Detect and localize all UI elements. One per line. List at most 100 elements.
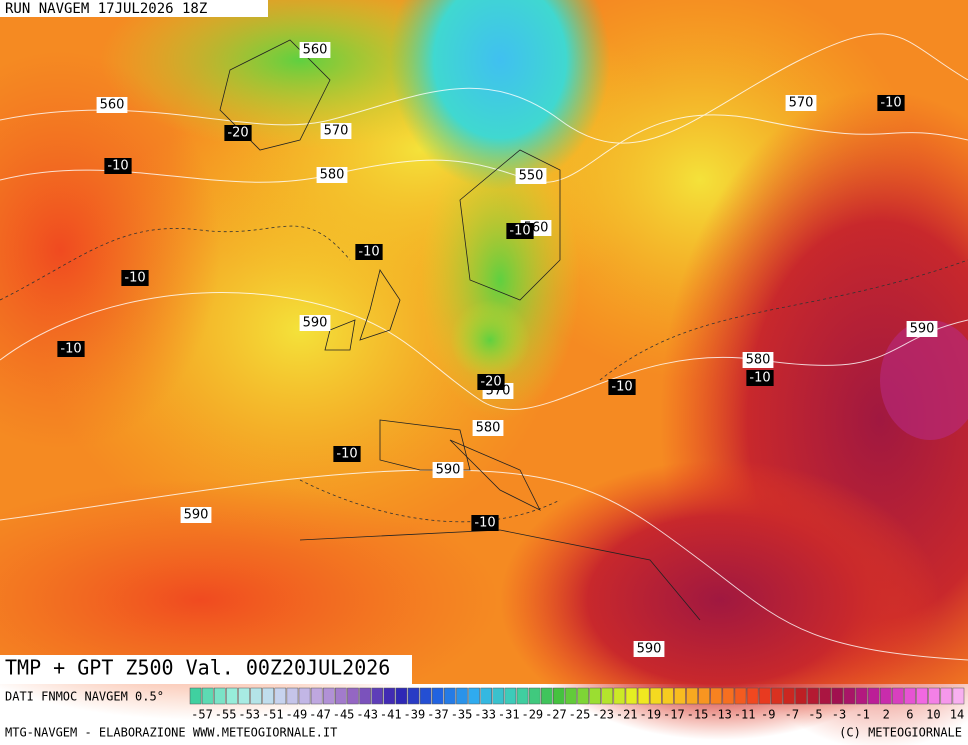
colorbar-label: -55 — [215, 708, 237, 722]
gpt-label: 580 — [476, 421, 501, 436]
colorbar-swatch — [395, 687, 408, 705]
title-box — [0, 655, 412, 684]
colorbar-swatch — [916, 687, 928, 705]
colorbar-swatch — [250, 687, 262, 705]
colorbar-swatch — [286, 687, 299, 705]
colorbar-swatch — [213, 687, 226, 705]
colorbar-swatch — [565, 687, 577, 705]
colorbar-swatch — [928, 687, 941, 705]
colorbar-label: -43 — [356, 708, 378, 722]
tmp-label-box — [104, 158, 132, 174]
colorbar-label: -17 — [663, 708, 685, 722]
colorbar-label: -9 — [761, 708, 775, 722]
colorbar-swatch — [431, 687, 444, 705]
gpt-label: 560 — [303, 43, 328, 58]
colorbar-swatch — [407, 687, 420, 705]
colorbar-swatch — [843, 687, 856, 705]
colorbar-swatch — [589, 687, 601, 705]
gpt-label: 570 — [789, 96, 814, 111]
colorbar-swatch — [698, 687, 710, 705]
colorbar-label: 14 — [950, 708, 964, 722]
colorbar-swatch — [807, 687, 819, 705]
gpt-label: 590 — [436, 463, 461, 478]
gpt-label-box — [96, 97, 128, 113]
colorbar-swatch — [347, 687, 359, 705]
colorbar-swatch — [601, 687, 614, 705]
colorbar-swatch — [855, 687, 868, 705]
colorbar-swatch — [274, 687, 287, 705]
colorbar-swatch — [480, 687, 492, 705]
colorbar-label: 6 — [906, 708, 913, 722]
colorbar-label: -39 — [404, 708, 426, 722]
colorbar-swatch — [783, 687, 795, 705]
colorbar-label: -27 — [545, 708, 567, 722]
colorbar-label: -5 — [808, 708, 822, 722]
gpt-label: 590 — [637, 642, 662, 657]
tmp-label: -10 — [749, 371, 770, 386]
map-labels: 5605605705805705505605905805705805905905… — [57, 42, 938, 657]
colorbar-swatch — [419, 687, 432, 705]
legend-source: DATI FNMOC NAVGEM 0.5° — [5, 690, 164, 704]
gpt-label: 580 — [746, 353, 771, 368]
colorbar-swatch — [189, 687, 202, 705]
colorbar-label: -25 — [569, 708, 591, 722]
tmp-label-box — [333, 446, 361, 462]
gpt-label: 590 — [910, 322, 935, 337]
colorbar-swatch — [831, 687, 844, 705]
tmp-label: -20 — [227, 126, 248, 141]
colorbar-label: -35 — [451, 708, 473, 722]
map-title: TMP + GPT Z500 Val. 00Z20JUL2026 — [5, 656, 390, 680]
colorbar-swatch — [577, 687, 589, 705]
colorbar-swatch — [613, 687, 626, 705]
colorbar-swatch — [637, 687, 650, 705]
colorbar-swatch — [456, 687, 468, 705]
colorbar-label: -19 — [639, 708, 661, 722]
tmp-label-box — [355, 244, 383, 260]
tmp-label-box — [477, 374, 505, 390]
colorbar-swatch — [867, 687, 880, 705]
colorbar-label: -3 — [832, 708, 846, 722]
footer-right: (C) METEOGIORNALE — [839, 726, 962, 740]
gpt-label-box — [320, 123, 352, 139]
colorbar-swatch — [226, 687, 238, 705]
tmp-label-box — [121, 270, 149, 286]
gpt-label-box — [299, 42, 331, 58]
colorbar-swatch — [795, 687, 807, 705]
colorbar-swatch — [528, 687, 541, 705]
colorbar-label: -1 — [855, 708, 869, 722]
colorbar-label: -57 — [191, 708, 213, 722]
colorbar-label: -23 — [592, 708, 614, 722]
colorbar-label: -47 — [309, 708, 331, 722]
colorbar-swatch — [298, 687, 311, 705]
gpt-label: 560 — [100, 98, 125, 113]
tmp-label-box — [506, 223, 534, 239]
colorbar-swatch — [734, 687, 747, 705]
colorbar-swatch — [758, 687, 771, 705]
colorbar-label: -33 — [474, 708, 496, 722]
colorbar-swatch — [662, 687, 674, 705]
colorbar-swatch — [649, 687, 662, 705]
colorbar-swatch — [201, 687, 214, 705]
colorbar-swatch — [468, 687, 480, 705]
tmp-label: -10 — [107, 159, 128, 174]
colorbar-swatch — [722, 687, 735, 705]
footer-left: MTG-NAVGEM - ELABORAZIONE WWW.METEOGIORN… — [5, 726, 337, 740]
tmp-label-box — [746, 370, 774, 386]
tmp-label: -10 — [611, 380, 632, 395]
colorbar-swatch — [335, 687, 347, 705]
gpt-label-box — [785, 95, 817, 111]
colorbar-label: -11 — [734, 708, 756, 722]
colorbar-label: -21 — [616, 708, 638, 722]
colorbar-swatch — [322, 687, 335, 705]
colorbar-swatch — [504, 687, 517, 705]
colorbar-label: -37 — [427, 708, 449, 722]
colorbar-swatch — [444, 687, 456, 705]
tmp-label: -10 — [474, 516, 495, 531]
tmp-label: -10 — [509, 224, 530, 239]
colorbar: -57 -55 -53 -51 -49 -47 -45 -43 -41 -39 -37 -35 -33-… — [189, 687, 965, 722]
gpt-label: 590 — [303, 316, 328, 331]
colorbar-swatch — [383, 687, 396, 705]
tmp-label-box — [608, 379, 636, 395]
